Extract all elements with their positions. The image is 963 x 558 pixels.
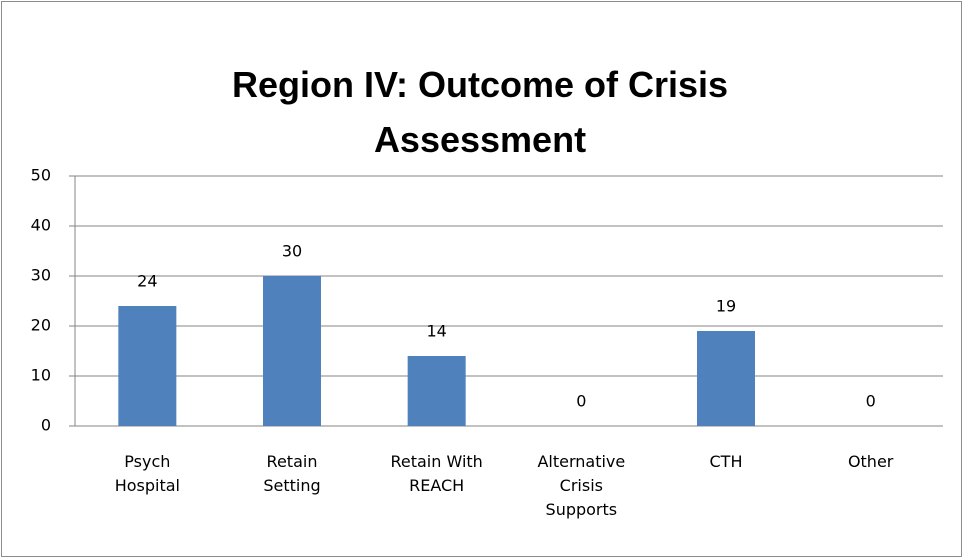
x-tick-label: Psych Hospital [114, 452, 180, 495]
chart-title: Region IV: Outcome of Crisis Assessment [231, 64, 729, 160]
x-tick-label: CTH [709, 452, 743, 471]
data-label: 0 [576, 392, 586, 411]
y-tick-label: 10 [31, 366, 51, 385]
data-label: 14 [426, 322, 446, 341]
y-tick-label: 20 [31, 316, 51, 335]
y-tick-label: 50 [31, 166, 51, 185]
bar [263, 276, 321, 426]
bar [407, 356, 466, 426]
x-tick-label: Alternative Crisis Supports [537, 452, 626, 519]
x-tick-label: Retain Setting [263, 452, 321, 495]
data-label: 0 [866, 392, 876, 411]
bar [118, 306, 177, 426]
y-tick-label: 30 [31, 266, 51, 285]
bar [697, 331, 755, 426]
x-tick-label: Retain With REACH [390, 452, 483, 495]
y-tick-label: 40 [31, 216, 51, 235]
y-tick-label: 0 [41, 416, 51, 435]
data-label: 19 [716, 297, 736, 316]
data-label: 24 [137, 272, 157, 291]
x-tick-label: Other [847, 452, 894, 471]
data-label: 30 [282, 242, 302, 261]
